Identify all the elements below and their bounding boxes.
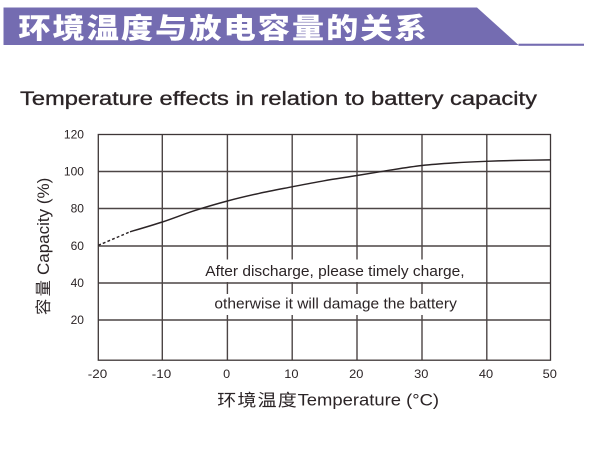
svg-text:0: 0 bbox=[223, 367, 230, 381]
svg-text:60: 60 bbox=[71, 239, 85, 253]
svg-text:Capacity (%): Capacity (%) bbox=[34, 178, 53, 275]
svg-text:30: 30 bbox=[414, 368, 428, 382]
svg-text:Temperature effects in relatio: Temperature effects in relation to batte… bbox=[20, 88, 537, 109]
svg-text:After discharge, please timely: After discharge, please timely charge, bbox=[205, 263, 464, 279]
svg-text:100: 100 bbox=[64, 165, 84, 179]
svg-text:80: 80 bbox=[71, 202, 85, 216]
svg-text:otherwise it will damage the b: otherwise it will damage the battery bbox=[214, 296, 457, 312]
svg-text:50: 50 bbox=[543, 368, 557, 382]
svg-text:10: 10 bbox=[284, 368, 298, 382]
svg-text:20: 20 bbox=[349, 368, 363, 382]
svg-text:20: 20 bbox=[71, 313, 85, 327]
svg-text:-10: -10 bbox=[152, 367, 171, 381]
svg-text:40: 40 bbox=[71, 276, 85, 290]
svg-text:Temperature (°C): Temperature (°C) bbox=[298, 390, 439, 409]
svg-text:-20: -20 bbox=[88, 367, 107, 381]
svg-text:120: 120 bbox=[64, 128, 84, 142]
svg-text:40: 40 bbox=[479, 368, 493, 382]
